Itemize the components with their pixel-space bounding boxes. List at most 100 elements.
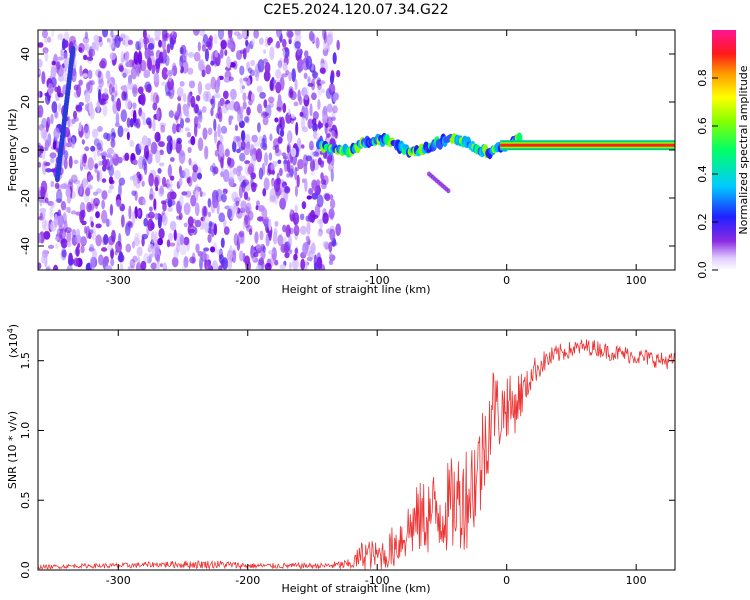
heatmap-cell (183, 222, 188, 228)
heatmap-cell (165, 91, 172, 97)
heatmap-cell (288, 234, 292, 248)
heatmap-cell (204, 83, 212, 91)
heatmap-cell (96, 170, 100, 182)
heatmap-cell (49, 81, 55, 94)
heatmap-cell (60, 238, 68, 249)
heatmap-cell (243, 116, 250, 123)
heatmap-cell (157, 215, 162, 229)
heatmap-cell (52, 140, 57, 150)
heatmap-cell (39, 212, 43, 219)
heatmap-cell (158, 39, 163, 48)
heatmap-cell (92, 191, 99, 196)
heatmap-cell (173, 229, 177, 241)
heatmap-cell (116, 156, 123, 164)
heatmap-cell (279, 264, 287, 270)
heatmap-cell (223, 128, 228, 134)
heatmap-cell (239, 77, 243, 84)
heatmap-cell (203, 247, 210, 252)
heatmap-cell (197, 110, 202, 120)
heatmap-cell (207, 211, 212, 218)
heatmap-cell (141, 233, 148, 240)
heatmap-cell (169, 137, 174, 151)
heatmap-cell (181, 60, 189, 74)
heatmap-cell (268, 218, 272, 231)
heatmap-cell (168, 69, 175, 75)
x-tick-label: 0 (503, 574, 510, 587)
y-tick-label: -40 (19, 237, 32, 255)
heatmap-cell (87, 174, 94, 181)
heatmap-cell (170, 30, 176, 39)
heatmap-cell (251, 182, 255, 187)
heatmap-cell (108, 176, 114, 184)
heatmap-cell (161, 67, 169, 80)
heatmap-cell (239, 152, 246, 162)
x-tick-label: -300 (106, 574, 131, 587)
heatmap-cell (238, 230, 245, 238)
heatmap-cell (124, 52, 129, 63)
heatmap-cell (216, 249, 223, 255)
heatmap-cell (210, 60, 215, 66)
heatmap-cell (50, 180, 55, 188)
heatmap-cell (267, 37, 272, 46)
heatmap-cell (222, 188, 228, 195)
heatmap-cell (120, 85, 126, 91)
heatmap-cell (183, 256, 189, 268)
heatmap-cell (129, 258, 136, 268)
heatmap-cell (45, 168, 52, 173)
heatmap-cell (95, 38, 100, 52)
heatmap-cell (322, 175, 329, 186)
heatmap-cell (189, 256, 196, 264)
heatmap-cell (38, 70, 42, 75)
heatmap-cell (214, 51, 219, 58)
colorbar-ticks: 0.0 0.2 0.4 0.6 0.8 (696, 69, 718, 279)
heatmap-cell (277, 60, 283, 70)
heatmap-cell (220, 157, 224, 169)
heatmap-cell (263, 216, 270, 228)
heatmap-cell (292, 212, 300, 226)
heatmap-cell (317, 85, 323, 96)
heatmap-cell (259, 230, 264, 241)
heatmap-cell (98, 160, 103, 166)
heatmap-cell (193, 123, 198, 137)
heatmap-cell (78, 79, 83, 86)
heatmap-cell (162, 48, 167, 61)
heatmap-cell (277, 60, 283, 68)
heatmap-cell (262, 112, 270, 117)
heatmap-cell (204, 222, 209, 233)
heatmap-cell (300, 258, 306, 270)
heatmap-cell (63, 158, 68, 170)
heatmap-cell (295, 146, 300, 158)
heatmap-cell (329, 198, 336, 210)
heatmap-cell (288, 227, 294, 235)
heatmap-cell (38, 90, 41, 98)
heatmap-cell (285, 224, 291, 238)
heatmap-cell (71, 118, 76, 125)
heatmap-cell (87, 69, 93, 80)
heatmap-cell (51, 60, 56, 66)
heatmap-cell (152, 102, 158, 111)
heatmap-cell (142, 158, 147, 171)
heatmap-cell (132, 173, 138, 187)
heatmap-cell (174, 110, 180, 117)
heatmap-cell (325, 228, 333, 235)
heatmap-cell (44, 220, 50, 232)
heatmap-cell (302, 106, 308, 116)
heatmap-cell (168, 232, 174, 242)
heatmap-cell (300, 144, 305, 149)
heatmap-cell (150, 91, 154, 103)
heatmap-cell (172, 139, 177, 151)
heatmap-cell (82, 36, 90, 44)
heatmap-cell (58, 102, 62, 112)
heatmap-cell (304, 260, 308, 270)
heatmap-cell (328, 208, 335, 219)
heatmap-cell (53, 127, 60, 140)
heatmap-cell (103, 132, 109, 140)
heatmap-cell (97, 126, 103, 132)
heatmap-cell (201, 106, 207, 113)
heatmap-cell (133, 51, 139, 65)
snr-x-label: Height of straight line (km) (281, 582, 430, 595)
heatmap-cell (222, 218, 227, 228)
heatmap-cell (320, 172, 324, 180)
heatmap-cell (226, 156, 232, 166)
heatmap-cell (322, 105, 328, 116)
